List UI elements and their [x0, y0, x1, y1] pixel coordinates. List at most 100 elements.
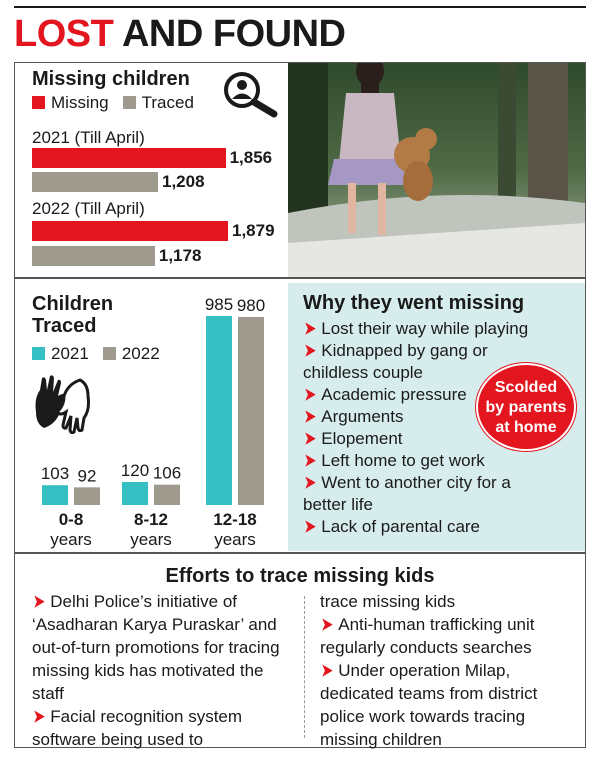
arrow-icon: ➤: [304, 517, 316, 536]
value-label: 103: [41, 464, 69, 483]
why-title: Why they went missing: [303, 292, 525, 314]
why-item-text: Arguments: [321, 407, 404, 426]
why-item-text: Lost their way while playing: [321, 319, 529, 338]
why-item: ➤ Arguments: [303, 406, 583, 428]
value-label: 120: [121, 461, 149, 480]
headline-dark: AND FOUND: [121, 13, 346, 55]
badge-line: by parents: [485, 399, 567, 416]
efforts-column-1: ➤ Delhi Police’s initiative of ‘Asadharan…: [32, 590, 294, 751]
effort-continuation: trace missing kids: [320, 592, 456, 611]
bar-missing-2021: [32, 148, 226, 168]
headline-red: LOST: [14, 13, 114, 55]
effort-item: ➤ Under operation Milap, dedicated teams …: [320, 659, 582, 751]
effort-item: ➤ Facial recognition system software bein…: [32, 705, 294, 751]
section-divider-1: [14, 277, 586, 279]
efforts-column-2: trace missing kids ➤ Anti-human trafficki…: [320, 590, 582, 751]
age-group-sublabel: years: [50, 530, 92, 549]
bar-2021-12-18: [206, 316, 232, 505]
why-item: ➤ Went to another city for a better life: [303, 472, 583, 516]
age-group-sublabel: years: [130, 530, 172, 549]
badge-line: at home: [495, 419, 557, 436]
age-group-label: 0-8: [59, 510, 84, 529]
age-group-label: 12-18: [213, 510, 256, 529]
value-label: 92: [78, 466, 97, 485]
value-missing-2021: 1,856: [229, 148, 273, 167]
bar-missing-2022: [32, 221, 228, 241]
year-label-2022: 2022 (Till April): [32, 199, 145, 218]
infographic-frame: [14, 62, 586, 748]
arrow-icon: ➤: [304, 451, 316, 470]
bar-2022-0-8: [74, 487, 100, 505]
value-label: 985: [205, 295, 233, 314]
legend-swatch-missing: [32, 96, 45, 109]
effort-item-text: Under operation Milap, dedicated teams f…: [320, 661, 538, 749]
why-item: ➤ Left home to get work: [303, 450, 583, 472]
magnifier-person-icon: [224, 72, 278, 118]
legend-swatch-traced: [122, 96, 136, 109]
legend-2022-label: 2022: [121, 344, 160, 363]
legend-2021-label: 2021: [51, 344, 89, 363]
traced-legend: 2021 2022: [32, 344, 160, 364]
why-item-text: Left home to get work: [321, 451, 485, 470]
children-traced-title-line2: Traced: [32, 315, 97, 337]
legend-swatch-2021: [32, 347, 45, 360]
why-item: ➤ Kidnapped by gang or childless couple: [303, 340, 583, 384]
children-traced-title-line1: Children: [32, 293, 114, 315]
top-rule: [14, 6, 586, 8]
bar-traced-2021: [32, 172, 158, 192]
headline: LOST AND FOUND: [14, 12, 346, 56]
arrow-icon: ➤: [304, 341, 316, 360]
badge-line: Scolded: [494, 379, 558, 396]
value-label: 980: [237, 296, 265, 315]
arrow-icon: ➤: [321, 661, 333, 680]
missing-legend: Missing Traced: [32, 93, 194, 113]
effort-item-text: Facial recognition system software being…: [32, 707, 243, 749]
missing-children-title: Missing children: [32, 68, 190, 90]
helping-hands-icon: [35, 375, 90, 434]
bar-2021-8-12: [122, 481, 148, 505]
why-item: ➤ Lost their way while playing: [303, 318, 583, 340]
effort-item: ➤ Anti-human trafficking unit regularly c…: [320, 613, 582, 659]
arrow-icon: ➤: [33, 592, 45, 611]
why-item-text: Elopement: [321, 429, 403, 448]
efforts-title: Efforts to trace missing kids: [165, 565, 435, 587]
arrow-icon: ➤: [321, 615, 333, 634]
why-item-text: Lack of parental care: [321, 517, 481, 536]
arrow-icon: ➤: [304, 407, 316, 426]
age-group-sublabel: years: [214, 530, 256, 549]
value-label: 106: [153, 464, 181, 483]
arrow-icon: ➤: [304, 385, 316, 404]
why-item: ➤ Elopement: [303, 428, 583, 450]
why-item-text: Kidnapped by gang or childless couple: [303, 341, 488, 382]
value-traced-2021: 1,208: [162, 172, 205, 191]
legend-traced-label: Traced: [141, 93, 194, 112]
scolded-badge: Scolded by parents at home: [476, 363, 576, 451]
legend-swatch-2022: [102, 347, 116, 360]
effort-item: ➤ Delhi Police’s initiative of ‘Asadharan…: [32, 590, 294, 705]
bar-2021-0-8: [42, 485, 68, 505]
legend-missing-label: Missing: [51, 93, 109, 112]
column-divider: [304, 596, 305, 738]
section-divider-2: [14, 552, 586, 554]
bar-traced-2022: [32, 246, 155, 266]
bar-2022-8-12: [154, 484, 180, 505]
why-item-text: Academic pressure: [321, 385, 467, 404]
arrow-icon: ➤: [304, 319, 316, 338]
value-missing-2022: 1,879: [232, 221, 275, 240]
effort-item-text: Anti-human trafficking unit regularly co…: [320, 615, 535, 657]
children-traced-title: Children Traced: [32, 293, 113, 337]
value-traced-2022: 1,178: [158, 246, 202, 265]
arrow-icon: ➤: [304, 473, 316, 492]
age-group-label: 8-12: [134, 510, 168, 529]
effort-item-text: Delhi Police’s initiative of ‘Asadharan …: [32, 592, 280, 703]
arrow-icon: ➤: [304, 429, 316, 448]
bar-2022-12-18: [238, 316, 264, 505]
why-item: ➤ Lack of parental care: [303, 516, 583, 538]
why-item: ➤ Academic pressure: [303, 384, 583, 406]
year-label-2021: 2021 (Till April): [32, 128, 145, 147]
arrow-icon: ➤: [33, 707, 45, 726]
why-list: ➤ Lost their way while playing ➤ Kidnapped…: [303, 318, 583, 538]
why-item-text: Went to another city for a better life: [303, 473, 511, 514]
photo-girl-with-teddy: [288, 63, 585, 277]
